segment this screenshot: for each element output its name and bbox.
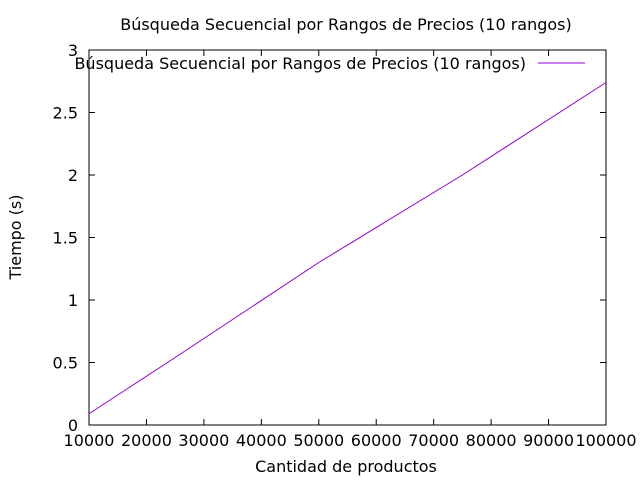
plot-frame [88, 49, 607, 426]
x-axis: 10000 20000 30000 40000 50000 60000 70000 80000… [64, 50, 637, 450]
x-axis-label: Cantidad de productos [255, 457, 437, 476]
x-tick-label: 10000 [64, 431, 115, 450]
y-tick-label: 0 [68, 416, 78, 435]
legend: Búsqueda Secuencial por Rangos de Precio… [74, 54, 585, 73]
series-line [88, 82, 607, 415]
y-tick-label: 1 [68, 291, 78, 310]
y-tick-label: 0.5 [53, 354, 78, 373]
y-axis-label: Tiempo (s) [6, 194, 25, 280]
x-tick-label: 70000 [408, 431, 459, 450]
y-tick-label: 2.5 [53, 104, 78, 123]
x-tick-label: 50000 [293, 431, 344, 450]
x-tick-label: 40000 [236, 431, 287, 450]
x-tick-label: 100000 [575, 431, 636, 450]
y-tick-label: 1.5 [53, 229, 78, 248]
x-tick-label: 20000 [121, 431, 172, 450]
x-tick-label: 80000 [466, 431, 517, 450]
plot-border [88, 49, 607, 426]
y-tick-label: 2 [68, 166, 78, 185]
legend-label: Búsqueda Secuencial por Rangos de Precio… [74, 54, 526, 73]
y-tick-label: 3 [68, 41, 78, 60]
y-axis: 0 0.5 1 1.5 2 2.5 3 [53, 41, 606, 435]
x-tick-label: 60000 [351, 431, 402, 450]
chart-title: Búsqueda Secuencial por Rangos de Precio… [120, 15, 572, 34]
x-tick-label: 90000 [523, 431, 574, 450]
x-tick-label: 30000 [178, 431, 229, 450]
series-layer [88, 82, 607, 415]
